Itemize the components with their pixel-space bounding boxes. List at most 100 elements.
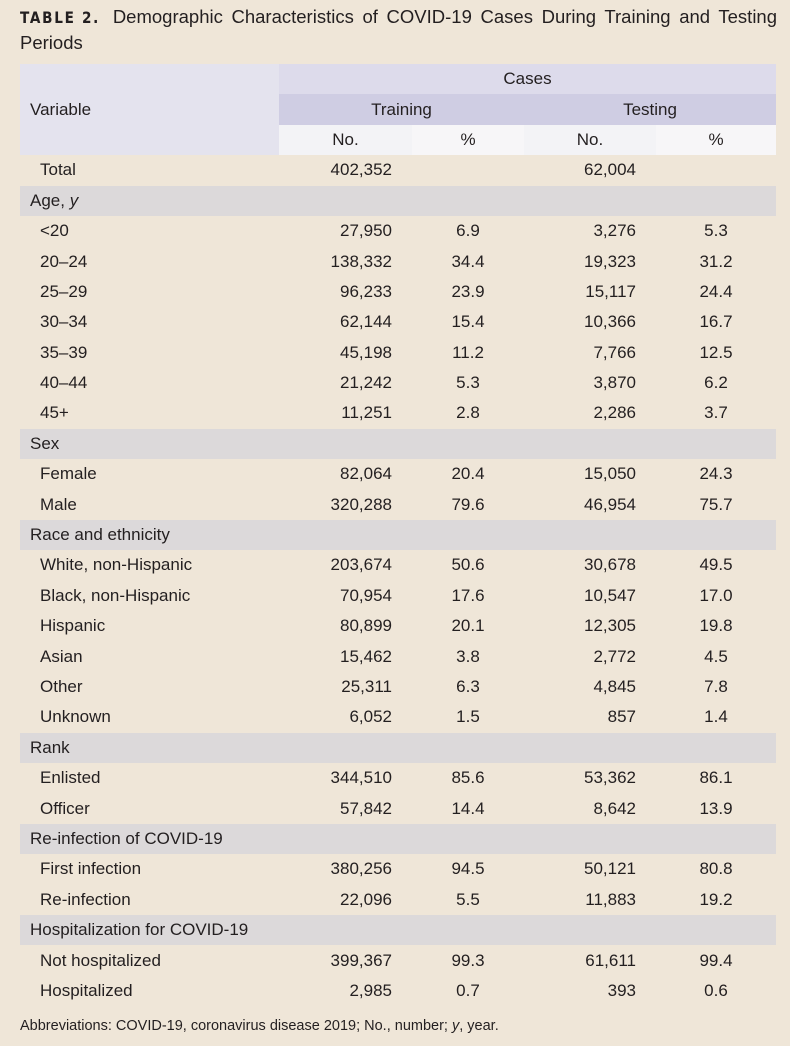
testing-pct: 86.1 [699,768,733,788]
table-row: First infection 380,256 94.5 50,121 80.8 [20,854,776,884]
testing-pct: 3.7 [704,403,728,423]
testing-no: 53,362 [584,768,636,788]
testing-pct: 17.0 [699,585,733,605]
table-row: White, non-Hispanic 203,674 50.6 30,678 49.5 [20,550,776,580]
footnote-italic: y [452,1018,460,1034]
training-pct: 23.9 [451,281,485,301]
training-no: 138,332 [330,251,392,271]
table-row: 20–24 138,332 34.4 19,323 31.2 [20,246,776,276]
training-pct: 2.8 [456,403,480,423]
demographics-table: Variable Cases Training Testing No. % No… [20,64,776,1006]
table-row: Hospitalized 2,985 0.7 393 0.6 [20,976,776,1006]
training-pct: 99.3 [451,950,485,970]
table-caption: Demographic Characteristics of COVID-19 … [20,6,778,53]
section-row: Hospitalization for COVID-19 [20,914,776,946]
training-pct: 14.4 [451,798,485,818]
testing-pct: 6.2 [704,373,728,393]
testing-pct: 99.4 [699,950,733,970]
training-no: 21,242 [340,373,392,393]
section-row: Age, y [20,185,776,216]
row-label: Asian [40,646,83,666]
testing-pct: 0.6 [704,980,728,1000]
header-training: Training [279,94,524,125]
training-pct: 34.4 [451,251,485,271]
testing-no: 15,117 [585,281,636,301]
row-label: Hospitalized [40,980,133,1000]
row-label: Hispanic [40,616,106,636]
testing-pct: 5.3 [704,221,728,241]
training-no: 344,510 [330,768,392,788]
testing-pct: 24.4 [699,281,733,301]
testing-pct: 19.2 [699,889,733,909]
table-row: 30–34 62,144 15.4 10,366 16.7 [20,307,776,337]
table-row: Hispanic 80,899 20.1 12,305 19.8 [20,611,776,641]
row-label: Other [40,677,83,696]
total-row: Total 402,352 62,004 [20,155,776,185]
row-label: Black, non-Hispanic [40,585,191,605]
table-row: Other 25,311 6.3 4,845 7.8 [20,672,776,702]
training-no: 203,674 [330,555,392,575]
training-pct: 3.8 [456,646,480,666]
testing-pct: 19.8 [699,616,733,636]
row-label: 25–29 [40,281,88,301]
training-no: 399,367 [330,950,392,970]
section-label: Race and ethnicity [20,519,279,551]
table-label: TABLE 2. [20,8,101,27]
footnote-text-end: , year. [459,1018,499,1034]
training-pct: 79.6 [451,494,485,514]
header-testing-pct: % [656,124,776,156]
row-label: 30–34 [40,312,88,332]
testing-pct: 1.4 [704,707,728,727]
table-row: Asian 15,462 3.8 2,772 4.5 [20,641,776,671]
training-no: 2,985 [349,980,392,1000]
testing-no: 11,883 [585,889,636,909]
testing-no: 3,276 [593,221,636,241]
testing-no: 19,323 [584,251,636,271]
footnote-text: Abbreviations: COVID-19, coronavirus dis… [20,1018,452,1034]
training-pct: 85.6 [451,768,485,788]
testing-no: 2,286 [593,403,636,423]
training-pct: 11.2 [452,342,484,362]
table-row: 40–44 21,242 5.3 3,870 6.2 [20,368,776,398]
table-row: 45+ 11,251 2.8 2,286 3.7 [20,398,776,428]
table-row: Black, non-Hispanic 70,954 17.6 10,547 17.0 [20,581,776,611]
header-testing-no: No. [524,124,656,156]
testing-pct: 80.8 [699,859,733,879]
testing-no: 857 [607,707,636,727]
training-pct: 6.3 [456,677,480,696]
training-pct: 5.3 [456,373,480,393]
training-no: 80,899 [340,616,392,636]
training-no: 22,096 [340,889,392,909]
row-label: 35–39 [40,342,88,362]
table-row: Officer 57,842 14.4 8,642 13.9 [20,793,776,823]
total-testing-no: 62,004 [584,160,636,180]
training-no: 57,842 [340,798,392,818]
training-no: 27,950 [340,221,392,241]
testing-pct: 49.5 [699,555,733,575]
section-row: Rank [20,732,776,763]
training-pct: 20.4 [451,464,485,484]
testing-no: 15,050 [584,464,636,484]
testing-pct: 13.9 [699,798,733,818]
row-label: 45+ [40,403,69,423]
row-label: Female [40,464,97,484]
testing-pct: 31.2 [699,251,733,271]
testing-pct: 16.7 [699,312,733,332]
section-row: Re-infection of COVID-19 [20,823,776,855]
training-no: 6,052 [349,707,392,727]
testing-no: 7,766 [593,342,636,362]
testing-no: 30,678 [584,555,636,575]
training-no: 11,251 [341,403,392,423]
row-label: Unknown [40,707,111,727]
training-no: 15,462 [340,646,392,666]
section-row: Race and ethnicity [20,519,776,551]
total-training-no: 402,352 [330,160,392,180]
row-label: 20–24 [40,251,88,271]
section-label: Hospitalization for COVID-19 [20,914,279,946]
row-label: 40–44 [40,373,88,393]
training-no: 62,144 [340,312,392,332]
testing-pct: 12.5 [699,342,733,362]
testing-no: 2,772 [593,646,636,666]
table-row: <20 27,950 6.9 3,276 5.3 [20,216,776,246]
header-testing: Testing [524,94,776,125]
